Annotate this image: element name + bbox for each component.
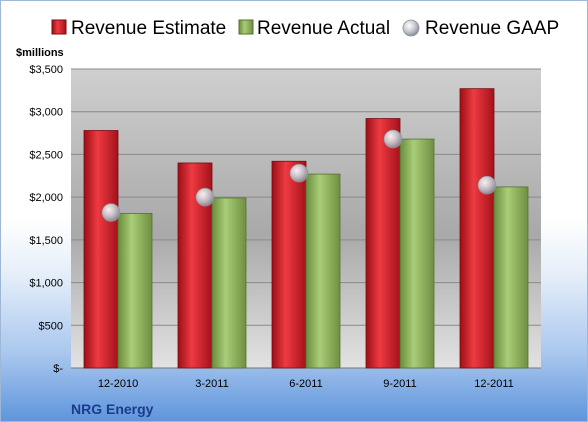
y-axis-ticks: $- $500 $1,000 $1,500 $2,000 $2,500 $3,000 $3,5…	[29, 64, 63, 375]
legend-label-gaap: Revenue GAAP	[425, 18, 559, 39]
bars	[83, 88, 529, 369]
legend-item-gaap: Revenue GAAP	[402, 18, 559, 39]
bar-revenue-estimate	[365, 118, 401, 369]
gaap-markers	[101, 129, 497, 222]
y-tick-label: $2,500	[29, 149, 63, 161]
legend-item-actual: Revenue Actual	[238, 18, 390, 39]
y-tick-label: $1,000	[29, 278, 63, 290]
x-tick-label: 12-2011	[474, 378, 514, 390]
bar-revenue-estimate	[271, 160, 307, 369]
marker-revenue-gaap	[101, 203, 121, 222]
y-tick-label: $1,500	[29, 235, 63, 247]
legend-label-actual: Revenue Actual	[257, 18, 390, 39]
y-tick-label: $2,000	[29, 192, 63, 204]
legend-item-estimate: Revenue Estimate	[51, 18, 226, 39]
y-tick-label: $-	[53, 363, 63, 375]
marker-revenue-gaap	[289, 163, 309, 183]
bar-revenue-actual	[211, 197, 247, 369]
bar-revenue-estimate	[459, 88, 495, 369]
legend-marker-gaap	[402, 19, 420, 37]
unit-label: $millions	[16, 47, 64, 59]
company-name: NRG Energy	[71, 401, 154, 417]
x-tick-label: 9-2011	[383, 378, 416, 390]
bar-revenue-actual	[117, 212, 153, 369]
bar-revenue-actual	[399, 138, 435, 369]
legend: Revenue Estimate Revenue Actual Revenue …	[51, 18, 559, 39]
marker-revenue-gaap	[477, 175, 497, 195]
marker-revenue-gaap	[195, 187, 215, 207]
y-tick-label: $500	[39, 320, 63, 332]
y-tick-label: $3,000	[29, 107, 63, 119]
x-tick-label: 3-2011	[195, 378, 228, 390]
bar-revenue-estimate	[83, 130, 119, 369]
x-tick-label: 12-2010	[98, 378, 138, 390]
bar-revenue-actual	[305, 173, 341, 369]
x-tick-label: 6-2011	[289, 378, 322, 390]
marker-revenue-gaap	[383, 129, 403, 149]
bar-revenue-actual	[493, 186, 529, 369]
y-tick-label: $3,500	[29, 64, 63, 76]
legend-swatch-estimate	[51, 19, 67, 35]
legend-label-estimate: Revenue Estimate	[71, 18, 226, 39]
x-axis-ticks: 12-2010 3-2011 6-2011 9-2011 12-2011	[98, 378, 514, 390]
legend-swatch-actual	[238, 19, 254, 35]
